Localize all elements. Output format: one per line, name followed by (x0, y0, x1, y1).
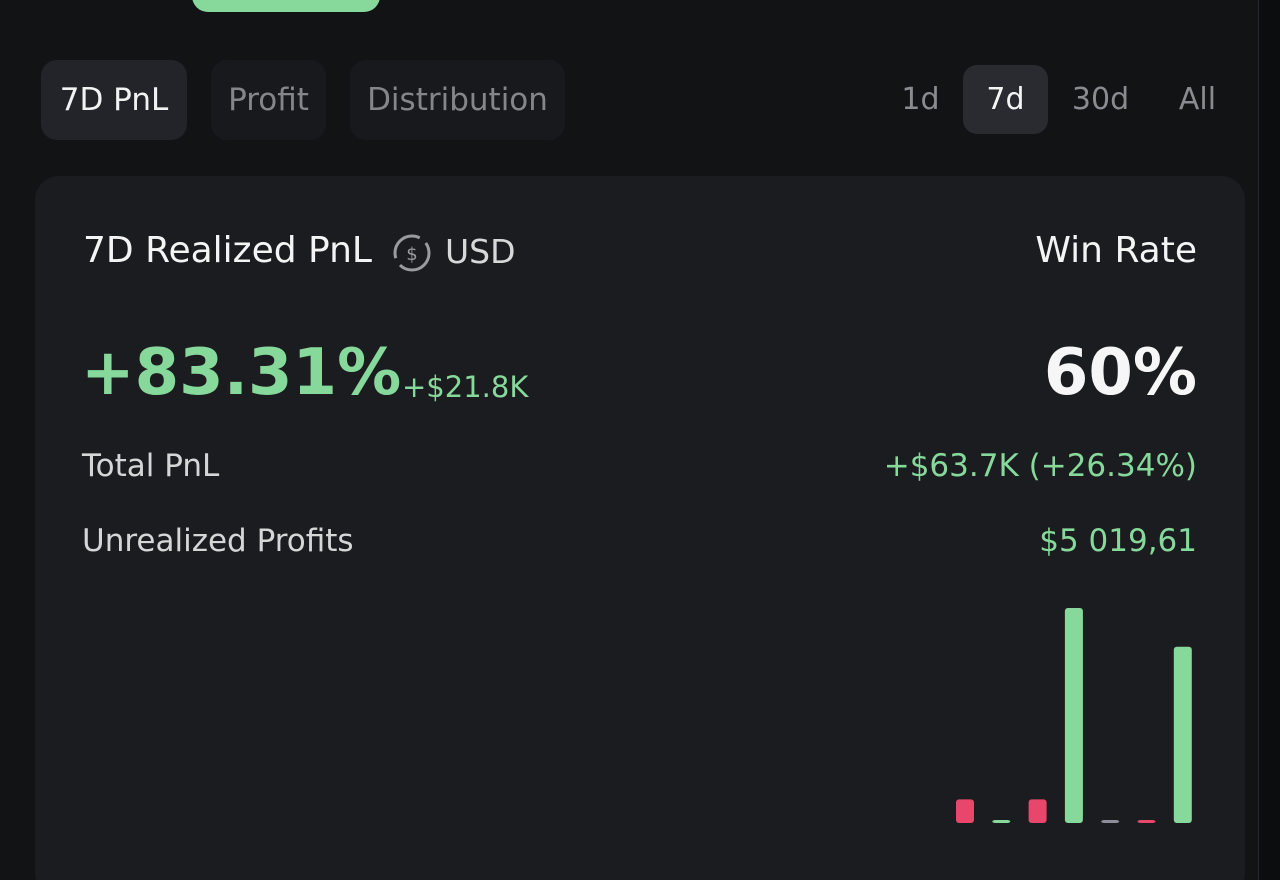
realized-percent: +83.31% (81, 336, 402, 410)
pnl-bar (1137, 820, 1156, 823)
currency-toggle[interactable]: USD (445, 232, 516, 271)
row-label: Unrealized Profits (82, 523, 354, 559)
chart-tab[interactable]: Profit (211, 60, 326, 140)
pnl-bar (1064, 608, 1083, 823)
pnl-card: 7D Realized PnL $ USD Win Rate +83.31% +… (35, 176, 1245, 880)
row-label: Total PnL (82, 448, 220, 484)
pnl-bar (956, 799, 974, 823)
chart-tab[interactable]: 7D PnL (41, 60, 187, 140)
card-title: 7D Realized PnL (83, 230, 372, 271)
period-tab[interactable]: All (1178, 82, 1217, 117)
pnl-bar (1173, 646, 1192, 823)
pnl-bar (992, 820, 1011, 823)
row-value: +$63.7K (+26.34%) (883, 448, 1197, 484)
pnl-bars (956, 608, 1192, 823)
pnl-bar (1028, 799, 1047, 823)
scroll-edge (1258, 0, 1280, 880)
realized-usd: +$21.8K (402, 370, 529, 404)
top-badge (192, 0, 380, 12)
pnl-bar (1101, 820, 1120, 823)
period-tab[interactable]: 1d (901, 82, 940, 117)
chart-tab[interactable]: Distribution (350, 60, 565, 140)
win-rate-label: Win Rate (1035, 230, 1197, 271)
period-tab[interactable]: 30d (1071, 82, 1130, 117)
period-tab[interactable]: 7d (963, 65, 1048, 134)
row-value: $5 019,61 (1039, 523, 1197, 559)
win-rate: 60% (1043, 336, 1197, 410)
